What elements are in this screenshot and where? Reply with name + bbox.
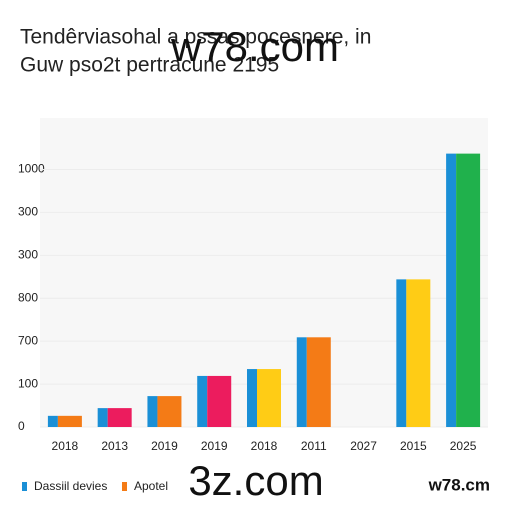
- bar: [207, 375, 232, 427]
- x-tick-label: 2019: [151, 439, 178, 453]
- bar: [446, 153, 457, 427]
- watermark: 3z.com: [188, 457, 323, 504]
- bar: [97, 408, 108, 427]
- x-tick-label: 2013: [101, 439, 128, 453]
- bar: [257, 369, 281, 427]
- legend-swatch: [22, 482, 27, 491]
- y-tick-label: 100: [18, 376, 38, 390]
- y-tick-label: 300: [18, 205, 38, 219]
- y-tick-label: 300: [18, 248, 38, 262]
- x-tick-label: 2019: [201, 439, 228, 453]
- bar: [296, 337, 307, 427]
- bar: [107, 408, 132, 427]
- watermark: w78.com: [170, 23, 339, 70]
- bar: [197, 375, 208, 427]
- chart-title: Tendêrviasohal a pssas pocesnere, in: [20, 26, 371, 49]
- watermark: w78.cm: [428, 475, 490, 494]
- bar: [147, 396, 158, 427]
- x-tick-label: 2018: [251, 439, 278, 453]
- bar: [157, 396, 182, 427]
- x-tick-label: 2025: [450, 439, 477, 453]
- bar: [57, 415, 82, 427]
- legend-label: Apotel: [134, 479, 168, 493]
- y-tick-label: 800: [18, 290, 38, 304]
- y-tick-label: 1000: [18, 162, 45, 176]
- bar: [47, 415, 58, 427]
- legend-label: Dassiil devies: [34, 479, 107, 493]
- bar: [247, 369, 257, 427]
- bar: [306, 337, 331, 427]
- bar: [406, 279, 431, 427]
- bar: [396, 279, 407, 427]
- chart-subtitle: Guw pso2t pertracune 2195: [20, 54, 279, 77]
- x-tick-label: 2018: [52, 439, 79, 453]
- y-tick-label: 700: [18, 333, 38, 347]
- x-tick-label: 2027: [350, 439, 377, 453]
- x-tick-label: 2015: [400, 439, 427, 453]
- bar: [456, 153, 481, 427]
- x-tick-label: 2011: [301, 439, 327, 453]
- y-tick-label: 0: [18, 419, 25, 433]
- legend-swatch: [122, 482, 127, 491]
